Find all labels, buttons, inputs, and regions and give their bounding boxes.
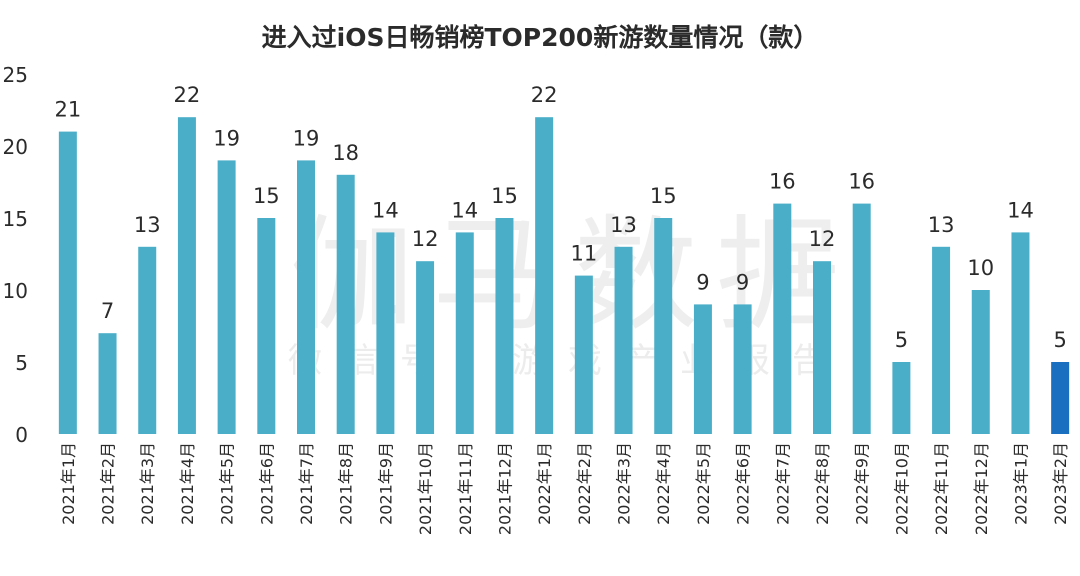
data-label: 14 bbox=[1007, 198, 1034, 222]
data-label: 15 bbox=[650, 184, 677, 208]
x-tick-label: 2022年1月 bbox=[535, 442, 554, 525]
x-tick-label: 2022年8月 bbox=[813, 442, 832, 525]
bar bbox=[455, 232, 474, 434]
bar bbox=[495, 218, 514, 434]
data-labels: 21 7 13 22 19 15 19 18 14 12 14 15 22 11 13 15 9 9 16 12 16 5… bbox=[54, 83, 1066, 352]
x-tick-label: 2021年1月 bbox=[59, 442, 78, 525]
y-tick-label: 20 bbox=[3, 135, 28, 159]
data-label: 9 bbox=[696, 270, 709, 294]
watermark-main: 伽马数据 bbox=[290, 204, 858, 348]
x-tick-label: 2021年5月 bbox=[218, 442, 237, 525]
bar bbox=[654, 218, 673, 434]
data-label: 14 bbox=[451, 198, 478, 222]
x-tick-label: 2023年1月 bbox=[1011, 442, 1030, 525]
x-tick-label: 2022年2月 bbox=[575, 442, 594, 525]
watermark-sub: 微信号：游戏产业报告 bbox=[288, 341, 848, 381]
x-tick-label: 2021年8月 bbox=[337, 442, 356, 525]
bar bbox=[257, 218, 276, 434]
bar bbox=[813, 261, 831, 434]
bar bbox=[1051, 362, 1070, 434]
x-tick-label: 2022年11月 bbox=[932, 442, 951, 535]
data-label: 15 bbox=[253, 184, 280, 208]
data-label: 12 bbox=[809, 227, 836, 251]
y-tick-label: 0 bbox=[15, 423, 28, 447]
data-label: 14 bbox=[372, 198, 399, 222]
y-tick-label: 15 bbox=[3, 207, 28, 231]
y-tick-label: 25 bbox=[3, 63, 28, 87]
x-tick-label: 2021年9月 bbox=[376, 442, 395, 525]
data-label: 13 bbox=[928, 213, 955, 237]
x-tick-label: 2021年4月 bbox=[178, 442, 197, 525]
bar bbox=[58, 131, 77, 434]
data-label: 21 bbox=[54, 98, 81, 122]
data-label: 12 bbox=[412, 227, 439, 251]
data-label: 22 bbox=[531, 83, 558, 107]
y-tick-label: 10 bbox=[3, 279, 28, 303]
bar bbox=[138, 246, 157, 434]
bar bbox=[852, 203, 871, 434]
x-axis: 2021年1月 2021年2月 2021年3月 2021年4月 2021年5月 2021年… bbox=[59, 442, 1070, 535]
x-tick-label: 2022年5月 bbox=[694, 442, 713, 525]
bar bbox=[416, 261, 435, 434]
x-tick-label: 2022年10月 bbox=[892, 442, 911, 535]
bar bbox=[733, 304, 752, 434]
y-tick-label: 5 bbox=[15, 351, 28, 375]
x-tick-label: 2021年7月 bbox=[297, 442, 316, 525]
bar bbox=[773, 203, 792, 434]
bar bbox=[892, 362, 911, 434]
x-tick-label: 2022年12月 bbox=[972, 442, 991, 535]
data-label: 22 bbox=[174, 83, 201, 107]
bar bbox=[177, 117, 196, 434]
x-tick-label: 2022年3月 bbox=[615, 442, 634, 525]
data-label: 18 bbox=[332, 141, 359, 165]
x-tick-label: 2021年2月 bbox=[99, 442, 118, 525]
data-label: 9 bbox=[736, 270, 749, 294]
bar bbox=[297, 160, 315, 434]
bar bbox=[535, 117, 554, 434]
data-label: 16 bbox=[769, 170, 796, 194]
chart-title: 进入过iOS日畅销榜TOP200新游数量情况（款） bbox=[262, 23, 819, 52]
y-axis: 0 5 10 15 20 25 bbox=[3, 63, 28, 447]
data-label: 16 bbox=[848, 170, 875, 194]
x-tick-label: 2023年2月 bbox=[1051, 442, 1070, 525]
bars bbox=[58, 117, 1070, 435]
bar bbox=[932, 246, 951, 434]
x-tick-label: 2022年6月 bbox=[734, 442, 753, 525]
data-label: 11 bbox=[570, 242, 597, 266]
data-label: 19 bbox=[293, 126, 320, 150]
bar bbox=[217, 160, 236, 434]
bar bbox=[574, 275, 593, 434]
x-tick-label: 2021年11月 bbox=[456, 442, 475, 535]
data-label: 19 bbox=[213, 126, 240, 150]
bar bbox=[693, 304, 712, 434]
x-tick-label: 2022年4月 bbox=[654, 442, 673, 525]
data-label: 13 bbox=[610, 213, 637, 237]
data-label: 7 bbox=[101, 299, 114, 323]
bar bbox=[98, 333, 117, 434]
data-label: 10 bbox=[967, 256, 994, 280]
x-tick-label: 2021年10月 bbox=[416, 442, 435, 535]
bar bbox=[336, 174, 355, 435]
data-label: 5 bbox=[895, 328, 908, 352]
x-tick-label: 2021年3月 bbox=[138, 442, 157, 525]
data-label: 5 bbox=[1053, 328, 1066, 352]
bar bbox=[376, 232, 395, 434]
data-label: 13 bbox=[134, 213, 161, 237]
bar bbox=[614, 246, 633, 434]
data-label: 15 bbox=[491, 184, 518, 208]
x-tick-label: 2022年9月 bbox=[853, 442, 872, 525]
x-tick-label: 2022年7月 bbox=[773, 442, 792, 525]
x-tick-label: 2021年12月 bbox=[495, 442, 514, 535]
bar bbox=[971, 290, 990, 434]
bar bbox=[1011, 232, 1030, 434]
x-tick-label: 2021年6月 bbox=[257, 442, 276, 525]
